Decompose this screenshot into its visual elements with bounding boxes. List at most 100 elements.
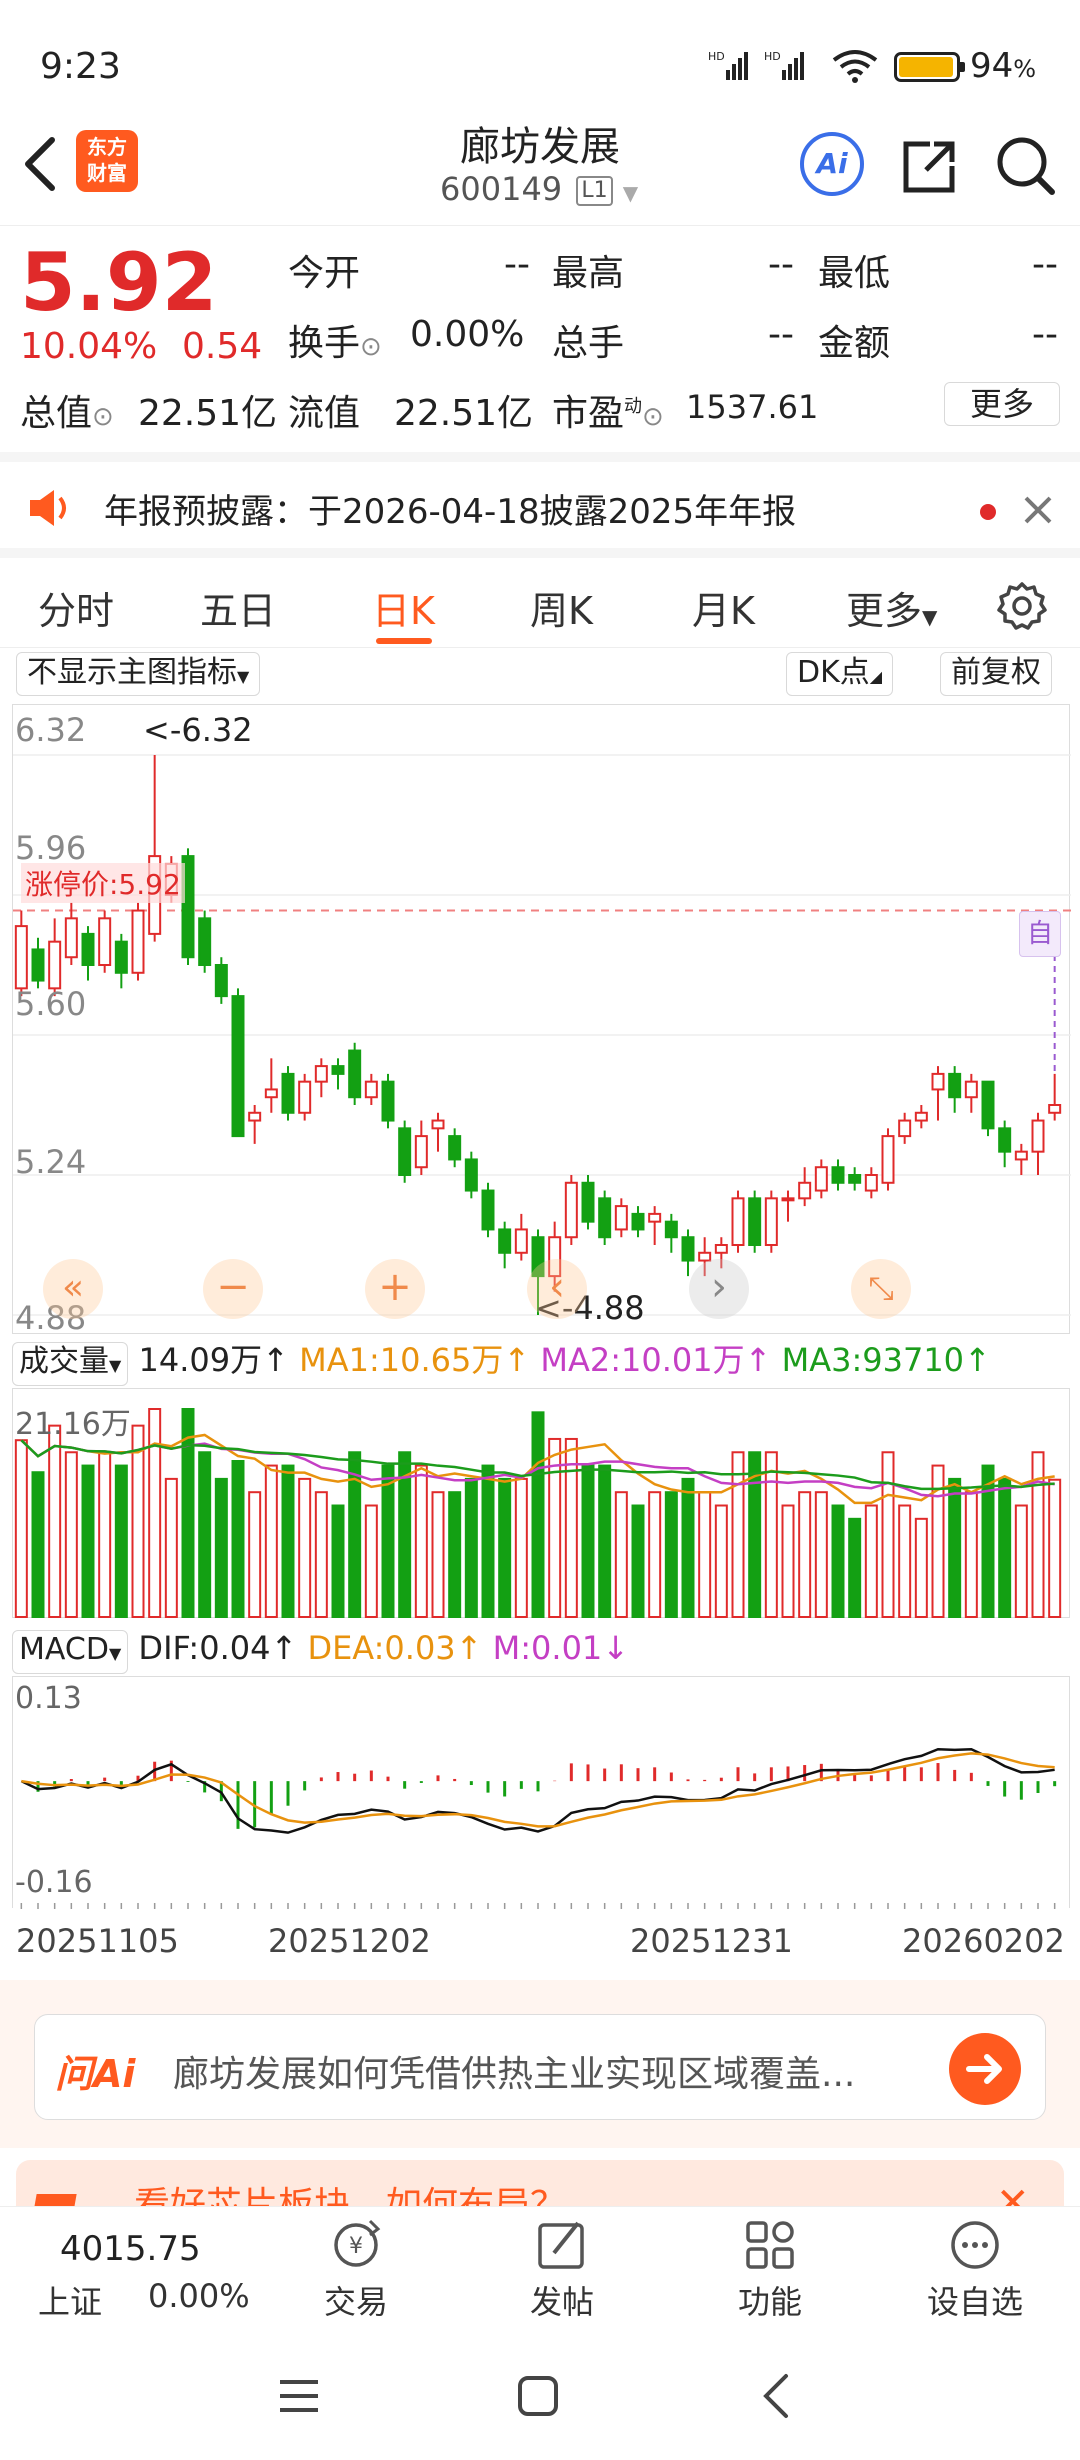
close-icon[interactable] [1020,492,1056,528]
change-pct: 10.04% [20,326,158,367]
back-icon[interactable] [756,2372,796,2420]
candle-body [648,1212,662,1223]
bottom-nav: 4015.75 上证 0.00% ¥ 交易 发帖 功能 设自选 [0,2206,1080,2332]
macd-chart[interactable]: 0.13 -0.16 [12,1676,1070,1909]
chart-toolbar: 不显示主图指标▼ DK点◢ 前复权 [0,648,1080,708]
nav-trade-label: 交易 [323,2283,388,2321]
tab-monthly-k[interactable]: 月K [692,589,755,633]
candle-body [1014,1150,1028,1161]
volume-bar [48,1424,62,1618]
candlestick-chart[interactable]: 6.32 5.96 5.60 5.24 4.88 涨停价:5.92 <-6.32… [12,704,1071,1337]
stock-code-row[interactable]: 600149 L1 ▼ [440,170,638,208]
nav-add-watchlist-label: 设自选 [926,2283,1023,2321]
pe-value: 1537.61 [686,388,819,426]
tab-weekly-k[interactable]: 周K [530,589,593,633]
candle-body [898,1119,912,1138]
info-icon[interactable]: ⊙ [642,402,664,432]
volume-chart[interactable]: 21.16万 [12,1388,1070,1619]
volume-selector[interactable]: 成交量▼ [12,1342,129,1386]
ask-ai-bar[interactable]: 问Ai 廊坊发展如何凭借供热主业实现区域覆盖... [34,2014,1046,2120]
quote-section: 5.92 10.04% 0.54 今开 -- 最高 -- 最低 -- 换手⊙ 0… [0,228,1080,448]
total-mv-label: 总值⊙ [20,393,114,434]
candle-body [498,1228,512,1254]
nav-functions[interactable]: 功能 [724,2217,816,2323]
macd-selector[interactable]: MACD▼ [12,1630,129,1674]
volume-bar [464,1477,478,1618]
tab-five-day[interactable]: 五日 [200,589,277,633]
candle-body [81,932,95,966]
index-change: 0.00% [148,2277,250,2315]
search-icon[interactable] [994,134,1058,198]
indicator-selector[interactable]: 不显示主图指标▼ [16,652,261,696]
info-icon[interactable]: ⊙ [92,402,114,432]
home-icon[interactable] [516,2374,560,2418]
volume-legend: 成交量▼ 14.09万↑ MA1:10.65万↑ MA2:10.01万↑ MA3… [12,1334,1070,1386]
volume-bar [231,1460,245,1618]
candle-body [181,855,195,959]
volume-bar [498,1477,512,1618]
quote-value-open: -- [504,244,530,285]
nav-add-watchlist[interactable]: 设自选 [920,2217,1030,2323]
candle-body [114,940,128,974]
ai-button[interactable]: Ai [800,132,864,196]
arrow-right-icon [966,2054,1002,2084]
candle-body [764,1197,778,1247]
date-label-4: 20260202 [902,1922,1065,1960]
y-tick-bottom: 4.88 [15,1299,87,1337]
scroll-left-fast-button[interactable]: « [43,1259,103,1319]
notice-bar[interactable]: 年报预披露：于2026-04-18披露2025年年报 [0,452,1080,548]
nav-trade[interactable]: ¥ 交易 [310,2217,402,2323]
tab-more[interactable]: 更多▼ [846,589,938,633]
volume-bar [364,1504,378,1618]
candle-body [564,1181,578,1239]
index-value[interactable]: 4015.75 [60,2229,201,2269]
candle-body [48,940,62,990]
price-adjust-button[interactable]: 前复权 [940,652,1052,696]
y-tick-top: 6.32 [15,711,87,749]
volume-bar [531,1411,545,1618]
candle-body [831,1166,845,1184]
volume-bar [331,1504,345,1618]
candle-body [414,1135,428,1169]
candle-body [364,1080,378,1099]
scroll-right-button[interactable]: › [689,1259,749,1319]
y-tick-3: 5.60 [15,985,87,1023]
zoom-out-button[interactable]: − [203,1259,263,1319]
volume-ma3: MA3:93710↑ [781,1341,991,1379]
candle-body [481,1189,495,1231]
volume-bar [581,1464,595,1618]
candle-body [964,1080,978,1099]
settings-gear-icon[interactable] [996,580,1048,632]
share-icon[interactable] [900,136,960,196]
candle-body [381,1080,395,1122]
fullscreen-icon[interactable]: ⤡ [851,1259,911,1319]
candle-body [548,1236,562,1278]
self-select-tag[interactable]: 自 [1019,911,1061,957]
back-arrow-icon[interactable] [20,134,60,194]
candle-body [814,1166,828,1192]
volume-bar [914,1517,928,1619]
menu-icon[interactable] [276,2376,322,2416]
volume-bar [448,1491,462,1618]
scroll-left-button[interactable]: ‹ [527,1259,587,1319]
level-badge: L1 [576,176,613,206]
y-tick-2: 5.96 [15,829,87,867]
info-icon[interactable]: ⊙ [360,332,382,362]
volume-bar [381,1464,395,1618]
candle-body [581,1181,595,1223]
chevron-down-icon: ▼ [622,181,639,205]
volume-bar [564,1437,578,1619]
candle-body [448,1135,462,1161]
edit-icon [538,2221,584,2269]
macd-dif: DIF:0.04↑ [138,1629,298,1667]
volume-bar [81,1464,95,1618]
tab-intraday[interactable]: 分时 [38,589,115,633]
dk-point-button[interactable]: DK点◢ [786,652,894,696]
tab-daily-k[interactable]: 日K [372,589,435,633]
more-button[interactable]: 更多 [944,382,1060,426]
volume-bar [831,1504,845,1618]
candle-body [931,1072,945,1091]
zoom-in-button[interactable]: + [365,1259,425,1319]
nav-post[interactable]: 发帖 [516,2217,608,2323]
ask-ai-submit-button[interactable] [949,2033,1021,2105]
